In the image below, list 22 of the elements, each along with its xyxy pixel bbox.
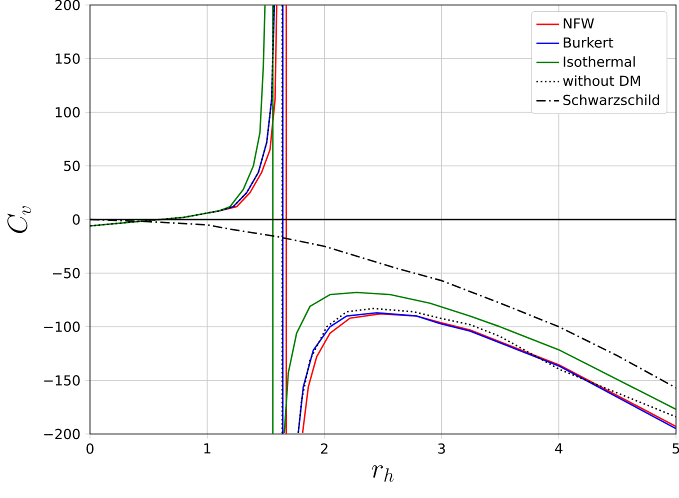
x-axis-title: $r_h$ [372,465,394,482]
x-tick-label: 2 [321,443,328,454]
y-tick-label: 0 [72,214,80,225]
y-tick-label: −150 [44,375,80,386]
y-tick-label: −50 [52,268,80,278]
x-tick-label: 1 [204,443,210,454]
legend-label: Isothermal [564,56,635,67]
y-tick-label: −200 [44,428,80,440]
legend-label: NFW [564,18,594,28]
legend-label: Burkert [564,37,614,48]
y-tick-label: 200 [55,0,80,10]
x-tick-label: 3 [438,443,445,454]
y-tick-label: −100 [44,322,80,332]
y-axis-title: $C_v$ [7,206,32,233]
y-tick-label: 50 [64,160,80,172]
x-tick-label: 5 [672,443,679,454]
legend-label: Schwarzschild [563,94,660,106]
y-tick-label: 150 [56,53,80,64]
x-tick-label: 4 [555,443,562,454]
legend-label: without DM [563,75,640,86]
x-tick-label: 0 [86,443,94,454]
y-tick-label: 100 [56,107,80,118]
